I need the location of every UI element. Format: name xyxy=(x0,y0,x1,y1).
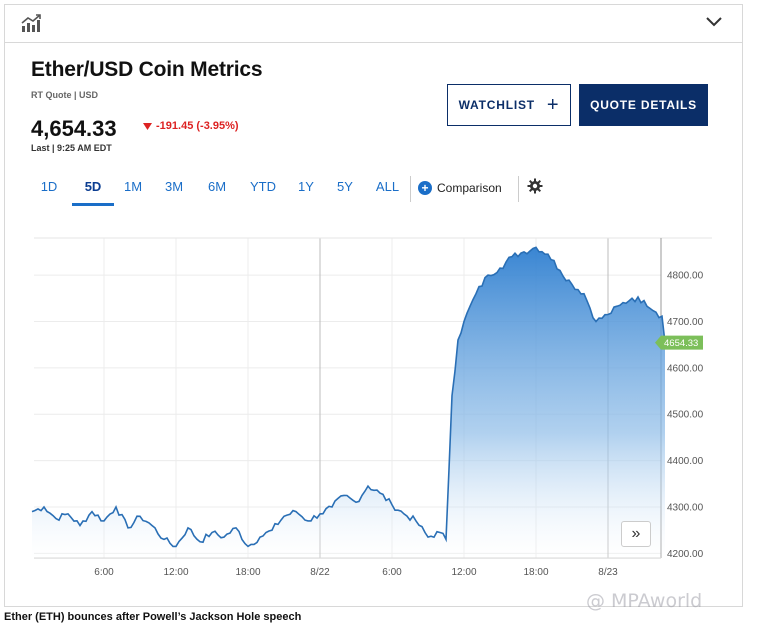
plus-icon: + xyxy=(546,94,560,116)
add-circle-icon: + xyxy=(418,181,432,195)
scroll-forward-button[interactable]: » xyxy=(621,521,651,547)
quote-details-button[interactable]: QUOTE DETAILS xyxy=(579,84,708,126)
comparison-label: Comparison xyxy=(437,181,502,195)
figure-caption: Ether (ETH) bounces after Powell’s Jacks… xyxy=(4,611,302,623)
tab-1m[interactable]: 1M xyxy=(123,179,143,194)
tab-ytd[interactable]: YTD xyxy=(250,179,276,194)
tab-1y[interactable]: 1Y xyxy=(298,179,314,194)
last-price: 4,654.33 xyxy=(31,116,117,141)
chart-trend-icon[interactable] xyxy=(20,14,42,34)
page-title: Ether/USD Coin Metrics xyxy=(31,58,263,81)
gear-icon[interactable] xyxy=(527,178,543,194)
tab-divider xyxy=(410,176,411,202)
tab-divider xyxy=(518,176,519,202)
quote-subtitle: RT Quote | USD xyxy=(31,90,99,100)
quote-details-label: QUOTE DETAILS xyxy=(590,98,697,112)
down-triangle-icon xyxy=(143,122,152,130)
tab-all[interactable]: ALL xyxy=(375,179,400,194)
price-change: -191.45 (-3.95%) xyxy=(143,120,239,132)
tab-3m[interactable]: 3M xyxy=(164,179,184,194)
watchlist-label: WATCHLIST xyxy=(458,98,535,112)
tab-1d[interactable]: 1D xyxy=(40,179,58,194)
chevron-down-icon[interactable] xyxy=(706,16,722,28)
tab-5d[interactable]: 5D xyxy=(72,172,114,206)
double-chevron-right-icon: » xyxy=(631,525,641,542)
card-toolbar xyxy=(5,5,742,43)
watermark: @ MPAworld xyxy=(586,590,703,612)
price-change-text: -191.45 (-3.95%) xyxy=(156,120,239,132)
comparison-button[interactable]: + Comparison xyxy=(418,177,502,199)
tab-6m[interactable]: 6M xyxy=(207,179,227,194)
tab-5y[interactable]: 5Y xyxy=(337,179,353,194)
last-update-time: Last | 9:25 AM EDT xyxy=(31,143,112,153)
watchlist-button[interactable]: WATCHLIST + xyxy=(447,84,571,126)
